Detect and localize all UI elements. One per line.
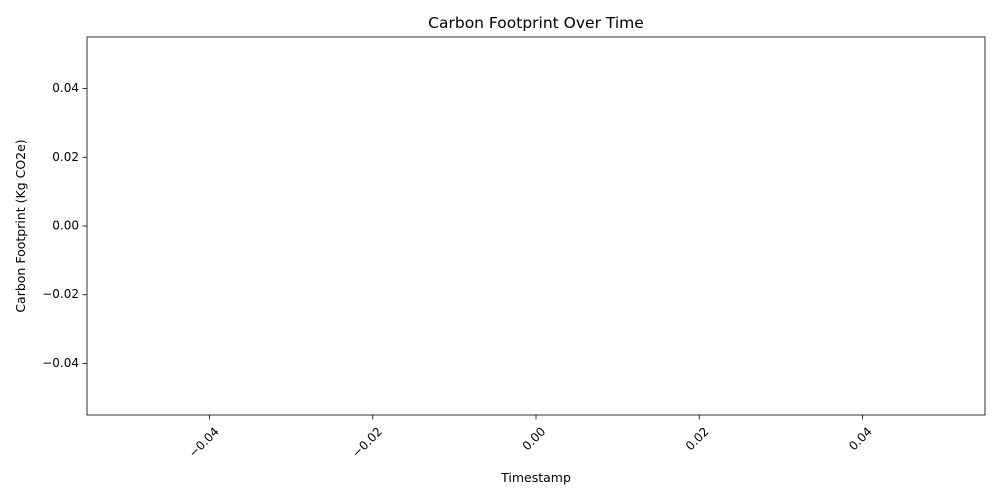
y-tick-label: 0.04 <box>52 81 79 95</box>
chart-title: Carbon Footprint Over Time <box>428 14 644 32</box>
y-tick-label: −0.02 <box>42 287 79 301</box>
x-axis-label: Timestamp <box>500 470 571 485</box>
y-tick-label: 0.02 <box>52 150 79 164</box>
y-axis: 0.04 0.02 0.00 −0.02 −0.04 <box>42 81 87 370</box>
y-tick-label: −0.04 <box>42 356 79 370</box>
y-axis-label: Carbon Footprint (Kg CO2e) <box>13 139 28 312</box>
y-tick-label: 0.00 <box>52 219 79 233</box>
